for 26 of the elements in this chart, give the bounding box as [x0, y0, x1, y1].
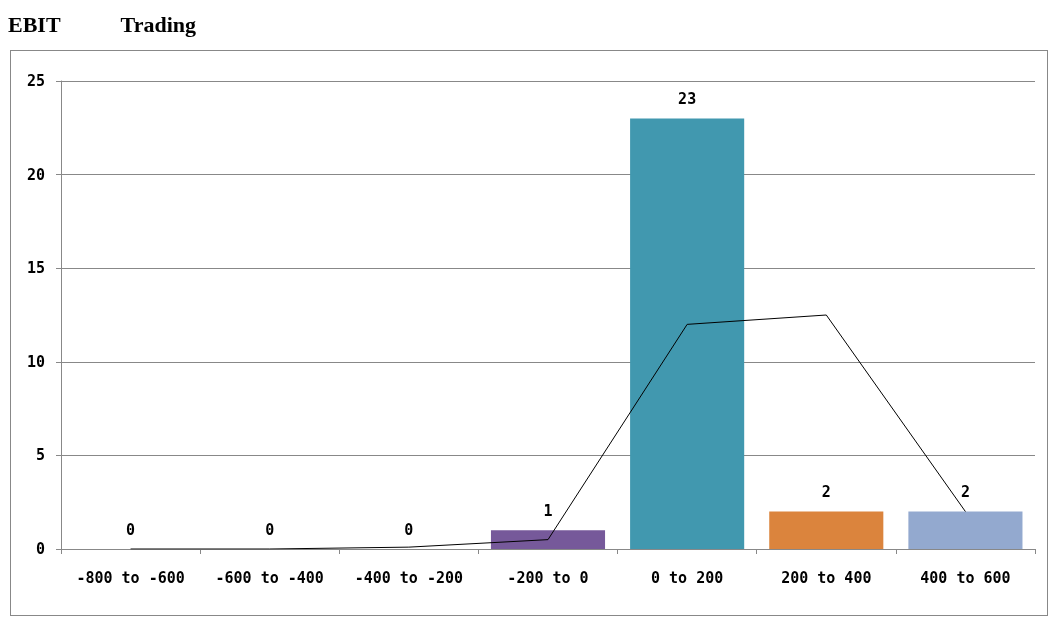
y-tick-label: 25	[26, 72, 45, 90]
chart-title: EBIT	[8, 12, 61, 37]
data-label: 0	[404, 520, 414, 539]
data-label: 1	[543, 501, 553, 520]
bar	[908, 511, 1023, 549]
x-tick-label: -400 to -200	[354, 569, 464, 587]
x-tick-label: -600 to -400	[215, 569, 324, 587]
data-label: 0	[265, 520, 275, 539]
data-label: 2	[821, 483, 831, 502]
x-tick-label: -200 to 0	[507, 569, 589, 587]
data-label: 2	[960, 483, 970, 502]
y-tick-label: 10	[26, 352, 45, 371]
chart-subtitle: Trading	[120, 12, 196, 37]
data-label: 23	[678, 89, 697, 108]
x-tick-label: -800 to -600	[76, 569, 185, 587]
bar	[490, 530, 606, 549]
y-tick-label: 20	[26, 165, 45, 184]
y-tick-label: 5	[35, 446, 45, 465]
bar	[630, 118, 745, 549]
y-tick-label: 15	[26, 259, 45, 278]
x-tick-label: 0 to 200	[651, 569, 724, 587]
y-tick-label: 0	[35, 540, 45, 558]
x-tick-label: 200 to 400	[781, 569, 872, 587]
x-tick-label: 400 to 600	[920, 569, 1011, 587]
data-label: 0	[126, 520, 136, 539]
bar	[769, 511, 884, 549]
